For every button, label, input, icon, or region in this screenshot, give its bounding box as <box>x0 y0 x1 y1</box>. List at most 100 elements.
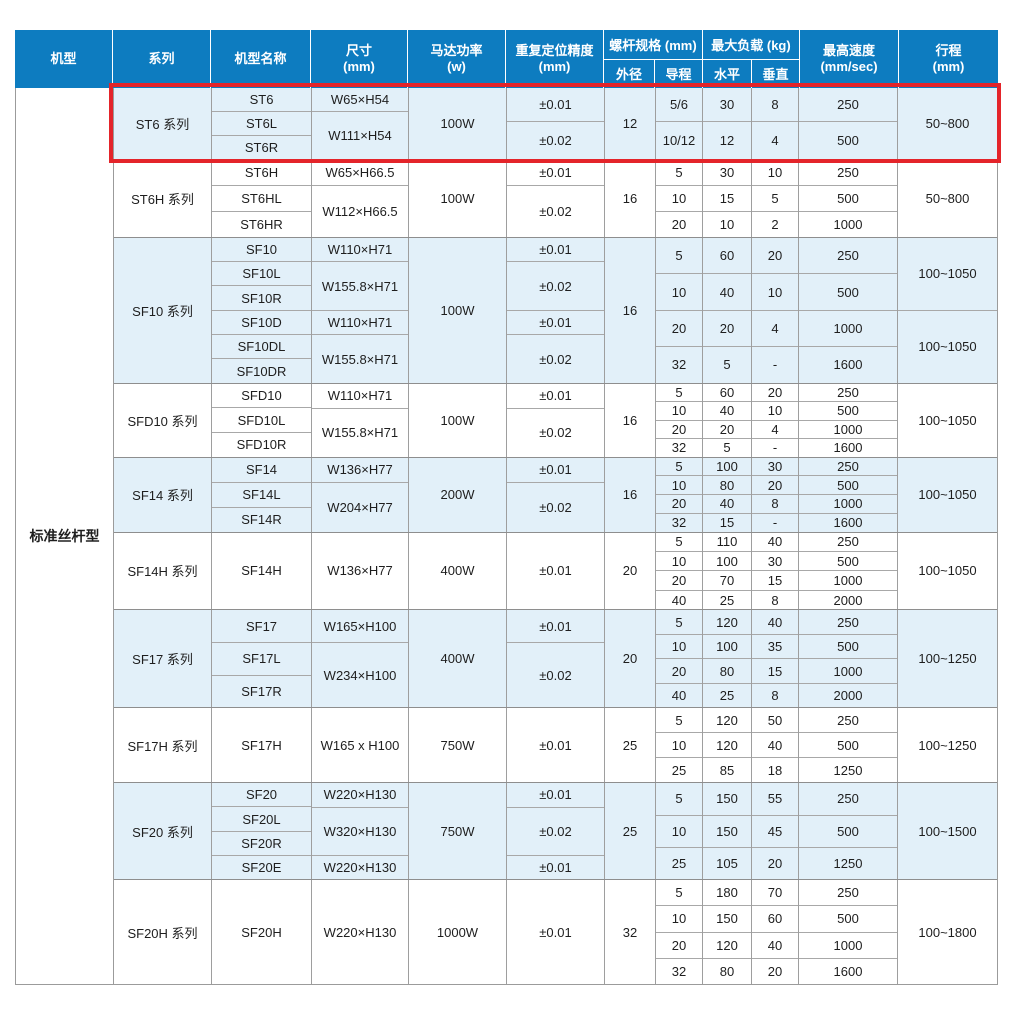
cell-precision: ±0.01 <box>507 384 604 409</box>
spec-table: 机型 系列 机型名称 尺寸 (mm) 马达功率 (w) 重复定位精度 (mm) … <box>15 30 1001 985</box>
cell-load-vertical: 55 <box>752 783 798 816</box>
cell-load-vertical: 10 <box>752 402 798 421</box>
column-speed: 250 500 1000 2000 <box>799 610 898 708</box>
cell-outer-diameter: 16 <box>622 412 638 428</box>
cell-power: 750W <box>440 823 475 839</box>
cell-dimension: W320×H130 <box>312 808 408 856</box>
cell-precision: ±0.01 <box>539 737 572 753</box>
cell-lead: 5 <box>656 533 702 552</box>
cell-outer-diameter: 12 <box>622 115 638 131</box>
cell-dimension: W165 x H100 <box>320 737 400 753</box>
header-screw-spec-subrow: 外径 导程 <box>604 58 702 88</box>
cell-stroke: 100~1250 <box>918 737 977 753</box>
cell-lead: 20 <box>671 216 687 232</box>
column-dims: W65×H54 W111×H54 <box>312 88 409 159</box>
cell-load-horizontal: 120 <box>703 708 751 734</box>
cell-speed: 1000 <box>799 421 897 440</box>
cell-speed: 1250 <box>833 762 863 778</box>
column-precision: ±0.01 <box>507 880 605 985</box>
series-group-row: SF17H 系列 SF17H W165 x H100 750W ±0.01 25 5 10 25… <box>114 708 997 784</box>
header-max-load-subrow: 水平 垂直 <box>703 58 799 88</box>
column-stroke: 100~1800 <box>898 880 997 984</box>
cell-precision: ±0.02 <box>539 499 572 515</box>
cell-precision: ±0.01 <box>507 238 604 263</box>
cell-model: SF14R <box>241 512 282 528</box>
column-stroke: 50~800 <box>898 88 997 159</box>
cell-load-vertical: 5 <box>752 186 798 212</box>
column-series: SFD10 系列 <box>114 383 212 457</box>
cell-load-vertical: 30 <box>752 552 798 572</box>
cell-lead: 5 <box>656 458 702 477</box>
column-outer: 16 <box>605 159 656 237</box>
cell-load-horizontal: 60 <box>703 238 751 275</box>
column-models: SF17 SF17L SF17R <box>212 610 312 708</box>
cell-precision: ±0.02 <box>539 132 572 148</box>
cell-load-horizontal: 20 <box>703 311 751 348</box>
cell-speed: 250 <box>799 384 897 403</box>
column-outer: 25 <box>605 708 656 783</box>
column-horizontal: 120 100 80 25 <box>703 610 752 708</box>
cell-load-vertical: 30 <box>752 458 798 477</box>
column-series: SF20 系列 <box>114 783 212 880</box>
cell-precision: ±0.01 <box>539 859 572 875</box>
cell-model: SFD10L <box>212 408 311 433</box>
cell-load-vertical: 40 <box>752 533 798 552</box>
cell-lead: 20 <box>656 571 702 591</box>
cell-speed: 250 <box>799 238 897 275</box>
cell-precision: ±0.02 <box>507 808 604 856</box>
cell-load-vertical: 8 <box>771 592 779 608</box>
column-outer: 32 <box>605 880 656 985</box>
column-outer: 12 <box>605 88 656 159</box>
cell-speed: 1000 <box>799 571 897 591</box>
column-outer: 20 <box>605 610 656 708</box>
cell-speed: 250 <box>799 708 897 734</box>
column-models: SF17H <box>212 708 312 783</box>
cell-load-horizontal: 5 <box>723 440 731 456</box>
column-stroke: 100~1250 <box>898 708 997 782</box>
column-power: 100W <box>409 88 507 159</box>
cell-lead: 40 <box>671 592 687 608</box>
cell-stroke: 100~1500 <box>918 823 977 839</box>
cell-precision: ±0.01 <box>507 311 604 336</box>
cell-speed: 500 <box>799 274 897 311</box>
cell-lead: 20 <box>656 311 702 348</box>
cell-load-horizontal: 100 <box>703 635 751 660</box>
column-power: 400W <box>409 610 507 708</box>
column-leads: 5 10 20 32 <box>656 237 703 383</box>
column-vertical: 10 5 2 <box>752 159 799 237</box>
column-power: 750W <box>409 708 507 783</box>
cell-dimension: W110×H71 <box>312 384 408 409</box>
column-precision: ±0.01 <box>507 532 605 610</box>
cell-power: 750W <box>440 737 475 753</box>
header-load-horizontal: 水平 <box>703 59 752 88</box>
cell-series: SF14 系列 <box>132 488 193 504</box>
cell-lead: 10 <box>656 186 702 212</box>
column-speed: 250 500 1000 1600 <box>799 880 898 985</box>
header-unit: (w) <box>447 59 466 74</box>
header-machine-type: 机型 <box>15 30 113 88</box>
cell-speed: 500 <box>799 906 897 933</box>
cell-dimension: W65×H66.5 <box>312 160 408 187</box>
cell-speed: 2000 <box>833 592 863 608</box>
cell-dimension: W110×H71 <box>312 238 408 263</box>
cell-load-horizontal: 150 <box>703 783 751 816</box>
cell-lead: 10 <box>656 402 702 421</box>
cell-dimension: W65×H54 <box>312 88 408 113</box>
cell-speed: 250 <box>799 610 897 635</box>
cell-dimension: W155.8×H71 <box>321 351 399 367</box>
cell-load-horizontal: 15 <box>703 186 751 212</box>
column-models: SF14H <box>212 532 312 610</box>
column-power: 100W <box>409 159 507 237</box>
cell-lead: 10 <box>656 733 702 759</box>
cell-stroke: 100~1050 <box>918 563 977 579</box>
cell-lead: 10 <box>656 906 702 933</box>
cell-dimension: W111×H54 <box>328 128 392 144</box>
cell-model: SF17R <box>241 683 282 699</box>
series-group-row: SF14H 系列 SF14H W136×H77 400W ±0.01 20 5 10 20 40 1… <box>114 532 997 611</box>
cell-load-vertical: 20 <box>752 476 798 496</box>
series-group-row: SF20 系列 SF20 SF20L SF20R SF20E W220×H130 W320×… <box>114 783 997 881</box>
cell-outer-diameter: 20 <box>622 651 638 667</box>
column-speed: 250 500 1250 <box>799 783 898 880</box>
cell-load-vertical: 20 <box>752 384 798 403</box>
